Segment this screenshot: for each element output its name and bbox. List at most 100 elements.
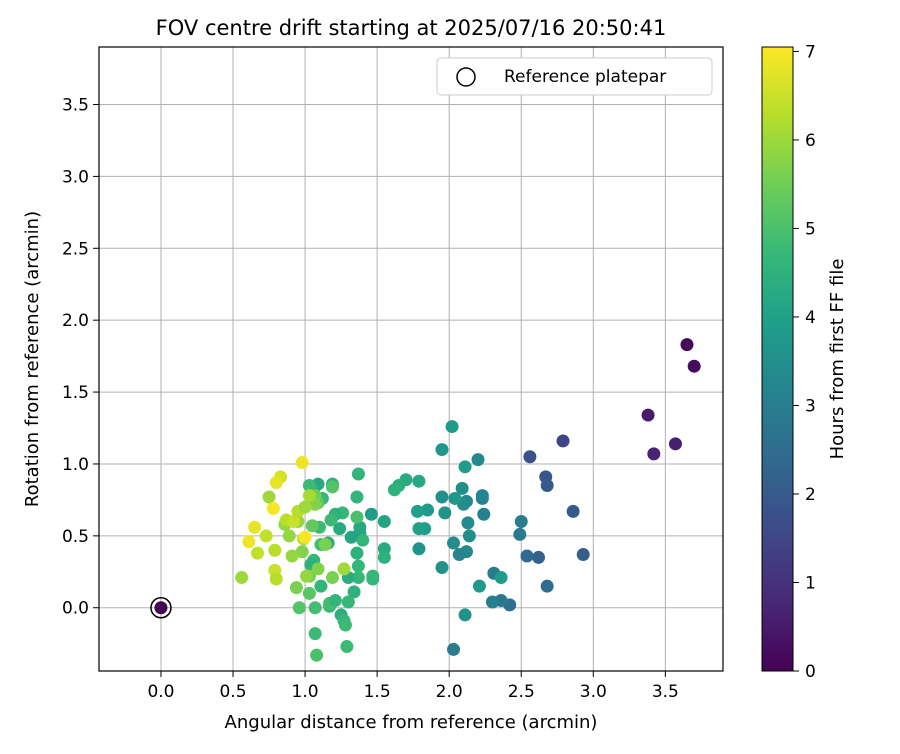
x-tick-label: 1.5 <box>364 682 391 702</box>
data-point <box>412 542 426 556</box>
plot-frame <box>98 46 724 672</box>
data-point <box>462 529 476 543</box>
data-point <box>364 507 378 521</box>
legend: Reference platepar <box>436 57 713 96</box>
data-point <box>435 443 449 457</box>
data-point <box>447 642 461 656</box>
data-point <box>576 548 590 562</box>
data-point <box>328 594 342 608</box>
colorbar-tick-label: 0 <box>805 662 816 682</box>
data-point <box>350 510 364 524</box>
data-point <box>455 481 469 495</box>
colorbar-ticks: 0 1 2 3 4 5 6 7 <box>793 42 816 682</box>
y-tick-label: 3.0 <box>62 167 89 187</box>
x-tick-label: 0.0 <box>147 682 174 702</box>
colorbar-tick-label: 3 <box>805 396 816 416</box>
data-point <box>269 572 283 586</box>
data-point <box>687 359 701 373</box>
data-point <box>514 514 528 528</box>
data-points <box>154 338 701 662</box>
y-tick-label: 3.5 <box>62 96 89 116</box>
data-point <box>302 586 316 600</box>
data-point <box>532 550 546 564</box>
colorbar-tick-label: 4 <box>805 308 816 328</box>
colorbar-tick-label: 5 <box>805 219 816 239</box>
data-point <box>266 502 280 516</box>
x-tick-label: 2.5 <box>508 682 535 702</box>
data-point <box>282 529 296 543</box>
data-point <box>310 648 324 662</box>
data-point <box>268 543 282 557</box>
data-point <box>458 460 472 474</box>
data-point <box>471 453 485 467</box>
data-point <box>298 530 312 544</box>
data-point <box>235 571 249 585</box>
x-tick-label: 1.0 <box>292 682 319 702</box>
data-point <box>445 420 459 434</box>
x-axis-label: Angular distance from reference (arcmin) <box>225 712 598 733</box>
data-point <box>340 640 354 654</box>
data-point <box>302 489 316 503</box>
data-point <box>344 530 358 544</box>
data-point <box>435 560 449 574</box>
data-point <box>341 595 355 609</box>
data-point <box>566 504 580 518</box>
y-tick-label: 0.5 <box>62 527 89 547</box>
reference-platepar-marker <box>150 596 172 619</box>
data-point <box>300 569 314 583</box>
x-tick-label: 3.0 <box>580 682 607 702</box>
data-point <box>412 474 426 488</box>
data-point <box>421 503 435 517</box>
colorbar-tick-label: 7 <box>805 42 816 62</box>
data-point <box>477 507 491 521</box>
chart-title: FOV centre drift starting at 2025/07/16 … <box>156 16 667 40</box>
data-point <box>472 579 486 593</box>
colorbar-tick-label: 1 <box>805 573 816 593</box>
data-point <box>448 491 462 505</box>
data-point <box>485 595 499 609</box>
data-point <box>302 479 316 493</box>
data-point <box>308 601 322 615</box>
colorbar-tick-label: 2 <box>805 485 816 505</box>
data-point <box>387 483 401 497</box>
y-tick-label: 1.0 <box>62 455 89 475</box>
y-axis-ticks: 0.0 0.5 1.0 1.5 2.0 2.5 3.0 3.5 <box>62 96 99 619</box>
y-tick-label: 2.5 <box>62 239 89 259</box>
x-tick-label: 0.5 <box>219 682 246 702</box>
x-tick-label: 3.5 <box>652 682 679 702</box>
data-point <box>356 533 370 547</box>
data-point <box>540 479 554 493</box>
data-point <box>438 506 452 520</box>
data-point <box>350 490 364 504</box>
data-point <box>350 546 364 560</box>
data-point <box>447 536 461 550</box>
data-point <box>410 504 424 518</box>
data-point <box>338 618 352 632</box>
data-point <box>287 514 301 528</box>
data-point <box>377 514 391 528</box>
data-point <box>251 546 265 560</box>
data-point <box>295 456 309 470</box>
y-tick-label: 2.0 <box>62 311 89 331</box>
data-point <box>318 537 332 551</box>
data-point <box>351 467 365 481</box>
data-point <box>248 520 262 534</box>
data-point <box>311 562 325 576</box>
data-point <box>475 489 489 503</box>
data-point <box>435 490 449 504</box>
data-point <box>458 608 472 622</box>
data-point <box>262 490 276 504</box>
y-axis-label: Rotation from reference (arcmin) <box>22 211 43 507</box>
data-point <box>259 529 273 543</box>
colorbar-tick-label: 6 <box>805 131 816 151</box>
data-point <box>366 572 380 586</box>
data-point <box>647 447 661 461</box>
y-tick-label: 1.5 <box>62 383 89 403</box>
data-point <box>295 545 309 559</box>
data-point <box>337 562 351 576</box>
data-point <box>298 500 312 514</box>
data-point <box>289 581 303 595</box>
data-point <box>668 437 682 451</box>
data-point <box>269 476 283 490</box>
data-point <box>523 450 537 464</box>
